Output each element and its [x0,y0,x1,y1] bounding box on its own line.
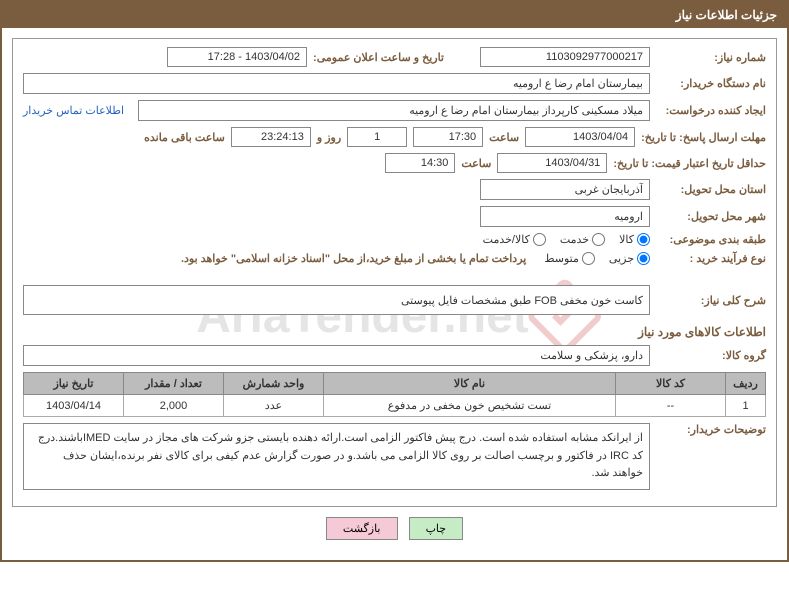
field-city: ارومیه [480,206,650,227]
th-unit: واحد شمارش [224,373,324,395]
field-need-no: 1103092977000217 [480,47,650,67]
field-deadline-date: 1403/04/04 [525,127,635,147]
payment-note: پرداخت تمام یا بخشی از مبلغ خرید،از محل … [181,252,526,265]
cell-code: -- [616,395,726,417]
label-process: نوع فرآیند خرید : [656,252,766,265]
field-item-group: دارو، پزشکی و سلامت [23,345,650,366]
label-remain: ساعت باقی مانده [144,131,225,144]
cell-idx: 1 [726,395,766,417]
field-remain-clock: 23:24:13 [231,127,311,147]
radio-proc-0[interactable]: جزیی [609,252,650,265]
th-name: نام کالا [324,373,616,395]
label-validity: حداقل تاریخ اعتبار قیمت: تا تاریخ: [613,157,766,170]
label-province: استان محل تحویل: [656,183,766,196]
label-overall: شرح کلی نیاز: [656,294,766,307]
main-container: جزئیات اطلاعات نیاز AriaTender.net شماره… [0,0,789,562]
items-table: ردیف کد کالا نام کالا واحد شمارش تعداد /… [23,372,766,417]
cell-unit: عدد [224,395,324,417]
radio-group-category: کالا خدمت کالا/خدمت [483,233,650,246]
label-item-group: گروه کالا: [656,349,766,362]
back-button[interactable]: بازگشت [326,517,398,540]
contact-link[interactable]: اطلاعات تماس خریدار [23,104,132,117]
label-announce: تاریخ و ساعت اعلان عمومی: [313,51,444,64]
cell-name: تست تشخیص خون مخفی در مدفوع [324,395,616,417]
th-code: کد کالا [616,373,726,395]
radio-cat-2[interactable]: کالا/خدمت [483,233,546,246]
section-items-title: اطلاعات کالاهای مورد نیاز [23,325,766,339]
field-remain-days: 1 [347,127,407,147]
field-requester: میلاد مسکینی کارپرداز بیمارستان امام رضا… [138,100,650,121]
label-category: طبقه بندی موضوعی: [656,233,766,246]
panel-title: جزئیات اطلاعات نیاز [2,2,787,28]
print-button[interactable]: چاپ [409,517,464,540]
field-overall: کاست خون مخفی FOB طبق مشخصات فایل پیوستی [23,285,650,315]
radio-proc-1[interactable]: متوسط [544,252,595,265]
label-buyer-org: نام دستگاه خریدار: [656,77,766,90]
radio-group-process: جزیی متوسط [544,252,650,265]
label-deadline: مهلت ارسال پاسخ: تا تاریخ: [641,131,766,144]
label-day-and: روز و [317,131,341,144]
label-requester: ایجاد کننده درخواست: [656,104,766,117]
field-buyer-notes: از ایرانکد مشابه استفاده شده است. درج پی… [23,423,650,490]
label-city: شهر محل تحویل: [656,210,766,223]
label-time1: ساعت [489,131,519,144]
table-header-row: ردیف کد کالا نام کالا واحد شمارش تعداد /… [24,373,766,395]
label-buyer-notes: توضیحات خریدار: [656,423,766,436]
radio-cat-1[interactable]: خدمت [560,233,605,246]
field-buyer-org: بیمارستان امام رضا ع ارومیه [23,73,650,94]
th-idx: ردیف [726,373,766,395]
cell-qty: 2,000 [124,395,224,417]
label-time2: ساعت [461,157,491,170]
button-row: چاپ بازگشت [12,507,777,550]
form-panel: شماره نیاز: 1103092977000217 تاریخ و ساع… [12,38,777,507]
th-date: تاریخ نیاز [24,373,124,395]
radio-cat-0[interactable]: کالا [619,233,650,246]
field-validity-time: 14:30 [385,153,455,173]
field-announce: 1403/04/02 - 17:28 [167,47,307,67]
th-qty: تعداد / مقدار [124,373,224,395]
field-deadline-time: 17:30 [413,127,483,147]
table-row: 1 -- تست تشخیص خون مخفی در مدفوع عدد 2,0… [24,395,766,417]
field-province: آذربایجان غربی [480,179,650,200]
label-need-no: شماره نیاز: [656,51,766,64]
field-validity-date: 1403/04/31 [497,153,607,173]
cell-date: 1403/04/14 [24,395,124,417]
